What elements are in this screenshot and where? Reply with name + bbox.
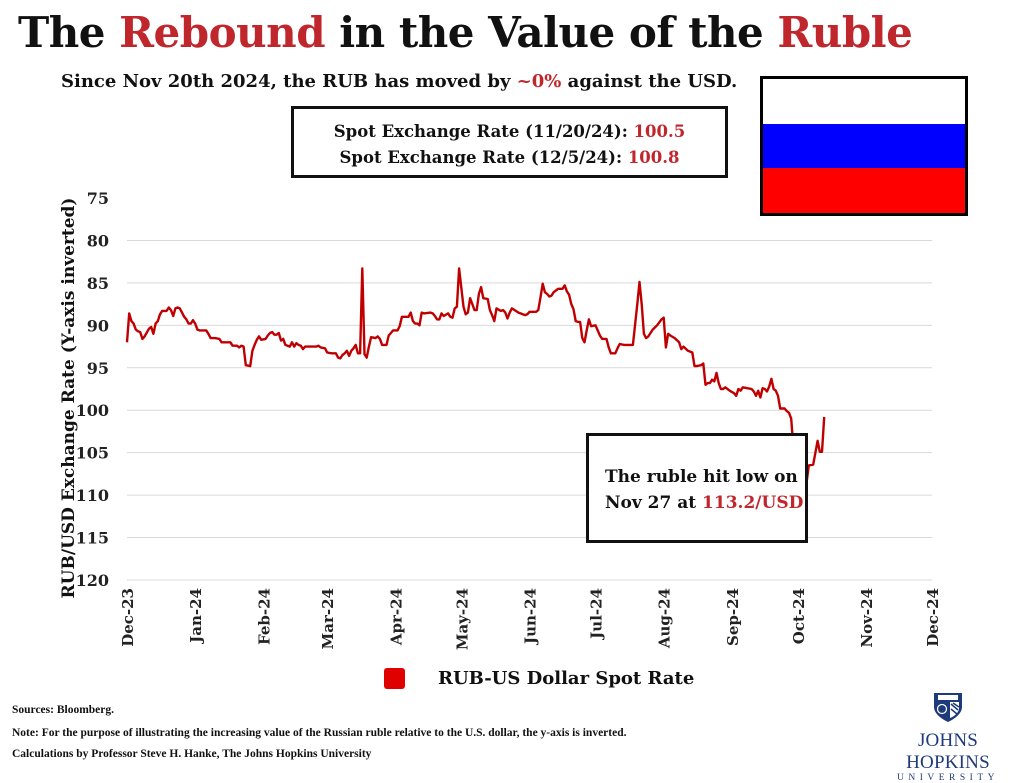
x-tick-label: Mar-24: [319, 588, 337, 649]
title-part: in the Value of the: [325, 8, 778, 57]
x-tick-label: Feb-24: [255, 588, 273, 645]
gridlines: [127, 239, 932, 581]
footer-sources: Sources: Bloomberg.: [12, 704, 115, 716]
spot-rate-line-1: Spot Exchange Rate (11/20/24): 100.5: [294, 119, 725, 145]
footer-calculations: Calculations by Professor Steve H. Hanke…: [12, 748, 372, 760]
x-tick-label: May-24: [453, 588, 471, 650]
subtitle-text-end: against the USD.: [561, 71, 738, 92]
x-tick-label: Jan-24: [187, 588, 205, 645]
low-annotation-box: The ruble hit low on Nov 27 at 113.2/USD: [586, 433, 808, 543]
y-tick-label: 100: [76, 401, 109, 420]
spot-rate-label-1: Spot Exchange Rate (11/20/24):: [333, 122, 634, 141]
flag-stripe-blue: [763, 123, 965, 169]
chart-legend: RUB-US Dollar Spot Rate: [384, 668, 694, 689]
x-tick-label: Jun-24: [522, 588, 540, 646]
subtitle: Since Nov 20th 2024, the RUB has moved b…: [61, 71, 737, 92]
low-annotation-line-1: The ruble hit low on: [605, 467, 798, 487]
series-line-rub-usd: [125, 267, 826, 524]
russia-flag-icon: [760, 76, 968, 216]
low-annotation-line-2: Nov 27 at 113.2/USD: [605, 490, 805, 516]
y-tick-label: 110: [76, 486, 109, 505]
y-tick-label: 105: [76, 444, 109, 463]
y-tick-label: 95: [87, 359, 109, 378]
y-tick-label: 90: [87, 316, 109, 335]
spot-rate-box: Spot Exchange Rate (11/20/24): 100.5 Spo…: [291, 106, 728, 178]
jhu-university: UNIVERSITY: [897, 773, 999, 783]
y-tick-label: 75: [87, 189, 109, 208]
x-tick-label: Oct-24: [790, 588, 808, 644]
x-tick-label: Apr-24: [387, 588, 405, 646]
spot-rate-value-2: 100.8: [627, 148, 680, 168]
title-part: The: [18, 8, 120, 57]
y-tick-label: 80: [87, 231, 109, 250]
subtitle-change-value: ~0%: [516, 71, 562, 92]
x-tick-label: Dec-24: [924, 588, 942, 647]
johns-hopkins-logo: JOHNS HOPKINS UNIVERSITY: [880, 690, 1016, 783]
legend-swatch: [384, 668, 405, 689]
title-accent-ruble: Ruble: [777, 8, 913, 57]
footer-note: Note: For the purpose of illustrating th…: [12, 727, 627, 739]
title-accent-rebound: Rebound: [119, 8, 326, 57]
legend-label: RUB-US Dollar Spot Rate: [438, 668, 695, 689]
x-tick-label: Aug-24: [656, 588, 674, 649]
x-tick-labels: Dec-23 Jan-24 Feb-24 Mar-24 Apr-24 May-24 Jun-…: [119, 588, 942, 650]
x-tick-label: Dec-23: [119, 588, 137, 647]
chart-title: The Rebound in the Value of the Ruble: [18, 8, 913, 57]
jhu-shield-icon: [934, 693, 962, 722]
flag-stripe-white: [763, 79, 965, 124]
spot-rate-line-2: Spot Exchange Rate (12/5/24): 100.8: [294, 145, 725, 171]
x-tick-label: Jul-24: [587, 588, 605, 641]
low-annotation-text: Nov 27 at: [605, 493, 703, 514]
x-tick-label: Nov-24: [858, 588, 876, 648]
y-tick-label: 120: [76, 571, 109, 590]
low-annotation-value: 113.2/USD: [702, 493, 804, 514]
spot-rate-label-2: Spot Exchange Rate (12/5/24):: [339, 148, 628, 168]
subtitle-text: Since Nov 20th 2024, the RUB has moved b…: [61, 71, 517, 92]
y-tick-label: 115: [76, 529, 109, 548]
flag-stripe-red: [763, 168, 965, 214]
y-axis-label: RUB/USD Exchange Rate (Y-axis inverted): [59, 198, 79, 599]
y-tick-label: 85: [87, 274, 109, 293]
y-tick-labels: 75 80 85 90 95 100 105 110 115 120: [76, 189, 109, 590]
x-tick-label: Sep-24: [724, 588, 742, 646]
jhu-name: JOHNS HOPKINS: [906, 730, 990, 773]
spot-rate-value-1: 100.5: [633, 122, 686, 141]
